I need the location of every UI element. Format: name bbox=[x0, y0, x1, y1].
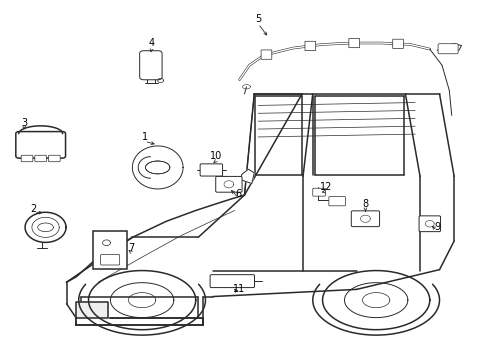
Text: 3: 3 bbox=[21, 118, 27, 128]
FancyBboxPatch shape bbox=[200, 164, 222, 176]
FancyBboxPatch shape bbox=[392, 39, 403, 49]
Bar bbox=[93, 231, 127, 269]
Text: 4: 4 bbox=[148, 38, 155, 48]
Text: 8: 8 bbox=[362, 199, 368, 210]
FancyBboxPatch shape bbox=[48, 155, 60, 162]
FancyBboxPatch shape bbox=[348, 39, 359, 48]
Text: 7: 7 bbox=[128, 243, 134, 253]
Polygon shape bbox=[76, 318, 203, 325]
FancyBboxPatch shape bbox=[35, 155, 46, 162]
Polygon shape bbox=[241, 169, 254, 184]
Polygon shape bbox=[76, 302, 108, 318]
Text: 11: 11 bbox=[232, 284, 244, 294]
Text: 10: 10 bbox=[210, 151, 222, 161]
FancyBboxPatch shape bbox=[312, 188, 325, 196]
FancyBboxPatch shape bbox=[101, 255, 120, 265]
FancyBboxPatch shape bbox=[305, 41, 315, 51]
FancyBboxPatch shape bbox=[21, 155, 33, 162]
Text: 1: 1 bbox=[141, 132, 147, 142]
FancyBboxPatch shape bbox=[437, 44, 457, 54]
FancyBboxPatch shape bbox=[418, 216, 440, 231]
Text: 9: 9 bbox=[433, 222, 439, 231]
FancyBboxPatch shape bbox=[328, 197, 345, 206]
FancyBboxPatch shape bbox=[261, 50, 271, 59]
Text: 6: 6 bbox=[235, 189, 241, 199]
Text: 2: 2 bbox=[31, 204, 37, 214]
FancyBboxPatch shape bbox=[16, 132, 65, 158]
FancyBboxPatch shape bbox=[215, 176, 242, 192]
Text: 12: 12 bbox=[320, 182, 332, 192]
FancyBboxPatch shape bbox=[350, 211, 379, 226]
Text: 5: 5 bbox=[255, 14, 261, 24]
FancyBboxPatch shape bbox=[210, 275, 254, 288]
FancyBboxPatch shape bbox=[140, 51, 162, 80]
